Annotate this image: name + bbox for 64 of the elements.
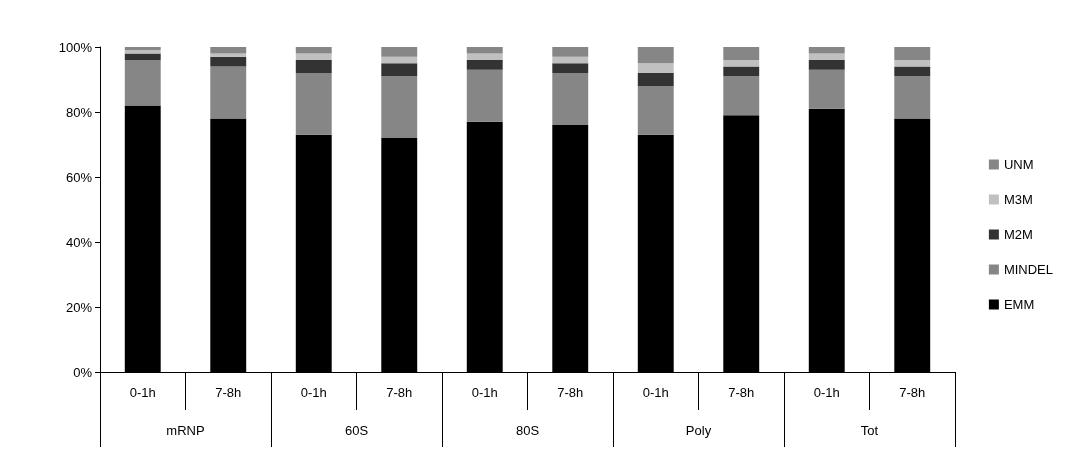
bar <box>381 76 418 138</box>
text: 60S <box>344 423 369 438</box>
legend-label: M2M <box>1003 227 1033 242</box>
bar <box>723 47 760 60</box>
x-tick-label: 0-1h <box>300 385 327 400</box>
text: Poly <box>685 423 712 438</box>
bar <box>466 60 503 70</box>
bar <box>637 86 674 135</box>
y-tick-label: 40% <box>65 234 93 250</box>
y-tick-label: 60% <box>65 169 93 185</box>
bar <box>466 69 503 122</box>
x-tick-label: 0-1h <box>642 385 669 400</box>
text: 80S <box>515 423 540 438</box>
bar <box>295 47 332 54</box>
legend-label: UNM <box>1003 157 1034 172</box>
bar <box>808 69 845 109</box>
bar <box>124 60 161 106</box>
bar <box>637 63 674 73</box>
bar <box>808 47 845 54</box>
bar <box>723 60 760 67</box>
bar <box>381 47 418 57</box>
bar <box>295 73 332 135</box>
bar <box>466 47 503 54</box>
bar <box>210 53 247 57</box>
legend-label: MINDEL <box>1003 262 1054 277</box>
bar <box>552 47 589 57</box>
bar <box>381 56 418 64</box>
y-tick-label: 80% <box>65 104 93 120</box>
bar <box>723 76 760 116</box>
bar <box>894 60 931 67</box>
x-tick-label: 7-8h <box>386 385 413 400</box>
x-tick-label: 7-8h <box>557 385 584 400</box>
y-tick-label: 0% <box>73 364 93 380</box>
bar <box>552 63 589 73</box>
x-tick-label: 7-8h <box>899 385 926 400</box>
bar <box>808 60 845 70</box>
bar <box>808 53 845 60</box>
bar <box>381 63 418 77</box>
bar <box>210 66 247 119</box>
x-tick-label: 7-8h <box>215 385 242 400</box>
y-tick-label: 100% <box>58 39 93 55</box>
bar <box>894 66 931 77</box>
bar <box>295 53 332 60</box>
bar <box>637 73 674 86</box>
x-tick-label: 0-1h <box>813 385 840 400</box>
bar <box>552 73 589 125</box>
bar <box>124 53 161 60</box>
legend-label: EMM <box>1003 297 1035 312</box>
bar <box>295 60 332 73</box>
bar <box>210 47 247 54</box>
text: mRNP <box>166 423 205 438</box>
bar <box>552 56 589 64</box>
legend-label: M3M <box>1003 192 1033 207</box>
bar <box>466 53 503 60</box>
bar <box>894 76 931 119</box>
bar <box>210 56 247 67</box>
bar <box>723 66 760 77</box>
text: Tot <box>860 423 879 438</box>
bar <box>637 47 674 64</box>
x-tick-label: 0-1h <box>471 385 498 400</box>
x-tick-label: 0-1h <box>129 385 156 400</box>
x-tick-label: 7-8h <box>728 385 755 400</box>
y-tick-label: 20% <box>65 299 93 315</box>
bar <box>894 47 931 60</box>
